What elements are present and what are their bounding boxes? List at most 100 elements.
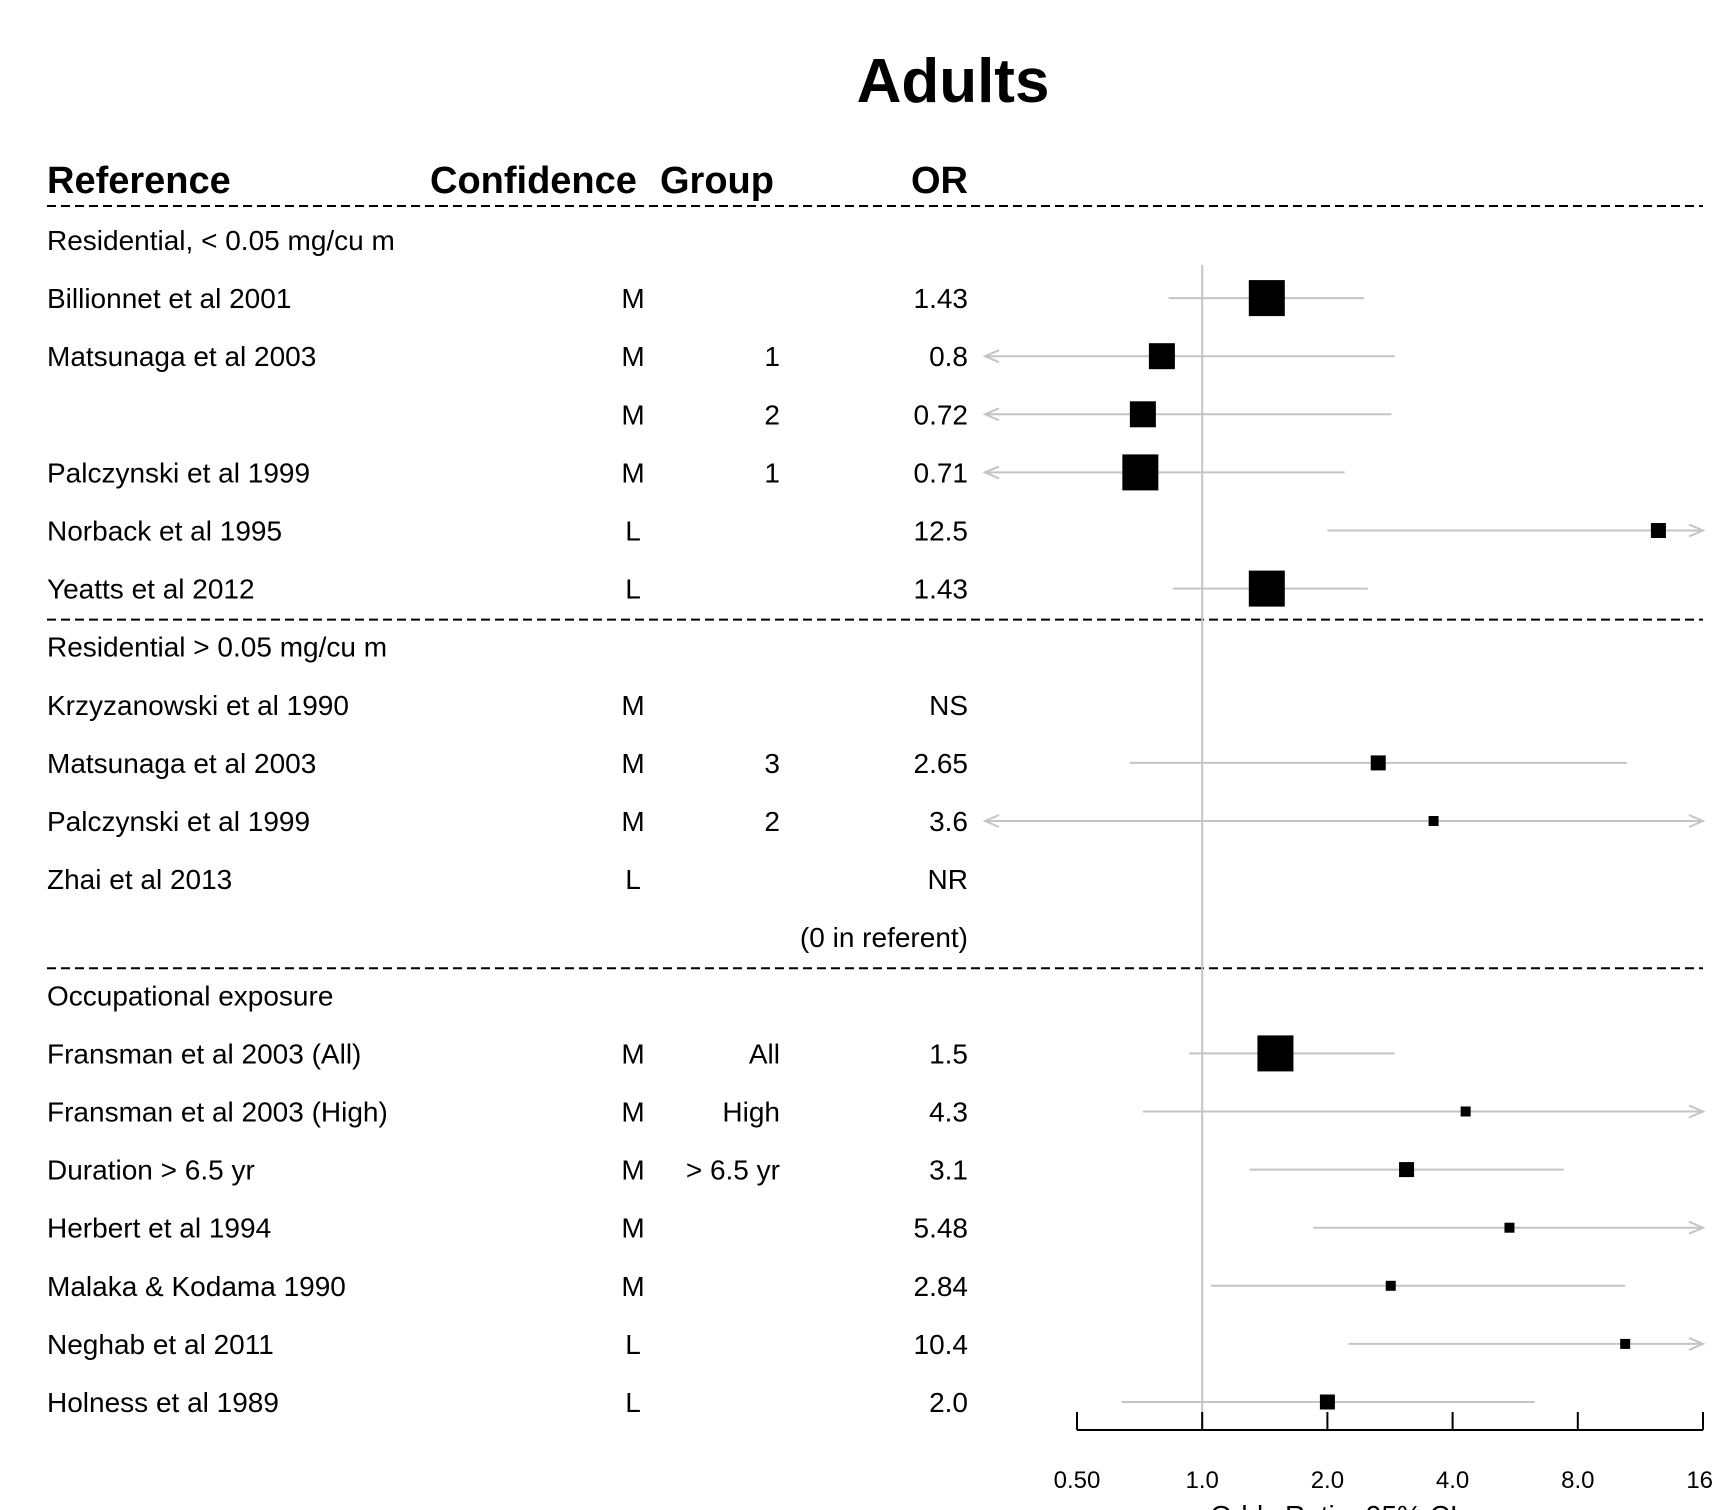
or-cell: 12.5 <box>914 516 969 547</box>
section-label: Residential, < 0.05 mg/cu m <box>47 225 395 256</box>
column-header-or: OR <box>911 160 968 202</box>
reference-cell: Herbert et al 1994 <box>47 1213 271 1244</box>
point-estimate-marker <box>1620 1338 1631 1349</box>
or-cell: 2.84 <box>914 1271 969 1302</box>
group-cell: 2 <box>764 806 780 837</box>
reference-cell: Neghab et al 2011 <box>47 1329 274 1360</box>
confidence-cell: M <box>621 1038 644 1069</box>
x-tick-label: 4.0 <box>1436 1467 1469 1494</box>
point-estimate-marker <box>1504 1222 1515 1233</box>
ci-arrow-right <box>1688 1220 1706 1235</box>
ci-arrow-left <box>982 814 1000 828</box>
or-cell: 0.72 <box>914 399 969 430</box>
or-cell: 0.71 <box>914 457 969 488</box>
ci-arrow-right <box>1688 1104 1706 1119</box>
group-cell: 2 <box>764 399 780 430</box>
or-cell: 4.3 <box>929 1097 968 1128</box>
reference-cell: Norback et al 1995 <box>47 516 282 547</box>
chart-title: Adults <box>857 47 1050 116</box>
reference-cell: Malaka & Kodama 1990 <box>47 1271 346 1302</box>
section-label: Occupational exposure <box>47 980 333 1011</box>
group-cell: High <box>722 1097 780 1128</box>
confidence-cell: M <box>621 341 644 372</box>
reference-cell: Matsunaga et al 2003 <box>47 341 316 372</box>
group-cell: 3 <box>764 748 780 779</box>
or-cell: (0 in referent) <box>800 922 968 953</box>
confidence-cell: L <box>625 1387 641 1418</box>
point-estimate-marker <box>1319 1394 1335 1410</box>
point-estimate-marker <box>1385 1280 1396 1291</box>
point-estimate-marker <box>1257 1035 1294 1072</box>
confidence-cell: M <box>621 399 644 430</box>
column-header-reference: Reference <box>47 160 231 202</box>
or-cell: 3.1 <box>929 1155 968 1186</box>
confidence-cell: L <box>625 516 641 547</box>
plot-lines-layer <box>47 205 1703 1430</box>
point-estimate-marker <box>1460 1106 1471 1117</box>
reference-cell: Fransman et al 2003 (High) <box>47 1097 388 1128</box>
reference-cell: Holness et al 1989 <box>47 1387 279 1418</box>
reference-cell: Krzyzanowski et al 1990 <box>47 690 349 721</box>
reference-cell: Fransman et al 2003 (All) <box>47 1038 361 1069</box>
point-estimate-marker <box>1428 816 1439 826</box>
or-cell: 1.43 <box>914 283 969 314</box>
point-estimate-marker <box>1650 523 1666 538</box>
or-cell: NR <box>928 864 968 895</box>
or-cell: 1.5 <box>929 1038 968 1069</box>
reference-cell: Billionnet et al 2001 <box>47 283 291 314</box>
ci-arrow-left <box>982 407 1000 422</box>
x-tick-label: 16. <box>1686 1467 1713 1494</box>
point-estimate-marker <box>1129 401 1156 428</box>
x-tick-label: 8.0 <box>1561 1467 1594 1494</box>
or-cell: 10.4 <box>914 1329 969 1360</box>
or-cell: 0.8 <box>929 341 968 372</box>
rows-layer: Residential, < 0.05 mg/cu m Billionnet et… <box>47 225 1706 1418</box>
ci-arrow-right <box>1688 1336 1706 1351</box>
point-estimate-marker <box>1370 755 1386 771</box>
x-tick-label: 0.50 <box>1054 1467 1101 1494</box>
reference-cell: Palczynski et al 1999 <box>47 806 310 837</box>
confidence-cell: L <box>625 864 641 895</box>
ci-arrow-right <box>1688 814 1706 828</box>
ci-arrow-left <box>982 465 1000 480</box>
confidence-cell: M <box>621 748 644 779</box>
point-estimate-marker <box>1248 280 1285 317</box>
point-estimate-marker <box>1248 570 1285 607</box>
point-estimate-marker <box>1122 454 1159 491</box>
confidence-cell: M <box>621 1097 644 1128</box>
column-header-group: Group <box>660 160 774 202</box>
confidence-cell: M <box>621 283 644 314</box>
reference-cell: Zhai et al 2013 <box>47 864 232 895</box>
x-axis-label: Odds Ratio, 95% CI <box>1210 1500 1457 1510</box>
or-cell: NS <box>929 690 968 721</box>
or-cell: 3.6 <box>929 806 968 837</box>
column-header-confidence: Confidence <box>430 160 637 202</box>
x-axis: 0.50 1.0 2.0 4.0 8.0 16. <box>1054 1412 1713 1494</box>
point-estimate-marker <box>1148 343 1175 370</box>
confidence-cell: M <box>621 1271 644 1302</box>
or-cell: 2.0 <box>929 1387 968 1418</box>
confidence-cell: M <box>621 690 644 721</box>
point-estimate-marker <box>1399 1162 1415 1178</box>
confidence-cell: M <box>621 1213 644 1244</box>
confidence-cell: L <box>625 574 641 605</box>
confidence-cell: L <box>625 1329 641 1360</box>
confidence-cell: M <box>621 457 644 488</box>
ci-arrow-right <box>1688 523 1706 538</box>
x-tick-label: 1.0 <box>1186 1467 1219 1494</box>
x-tick-label: 2.0 <box>1311 1467 1344 1494</box>
group-cell: All <box>749 1038 780 1069</box>
confidence-cell: M <box>621 1155 644 1186</box>
or-cell: 1.43 <box>914 574 969 605</box>
group-cell: 1 <box>764 457 780 488</box>
reference-cell: Palczynski et al 1999 <box>47 457 310 488</box>
ci-arrow-left <box>982 349 1000 364</box>
reference-cell: Duration > 6.5 yr <box>47 1155 255 1186</box>
confidence-cell: M <box>621 806 644 837</box>
section-label: Residential > 0.05 mg/cu m <box>47 632 387 663</box>
reference-cell: Yeatts et al 2012 <box>47 574 255 605</box>
or-cell: 5.48 <box>914 1213 969 1244</box>
group-cell: > 6.5 yr <box>686 1155 780 1186</box>
reference-cell: Matsunaga et al 2003 <box>47 748 316 779</box>
